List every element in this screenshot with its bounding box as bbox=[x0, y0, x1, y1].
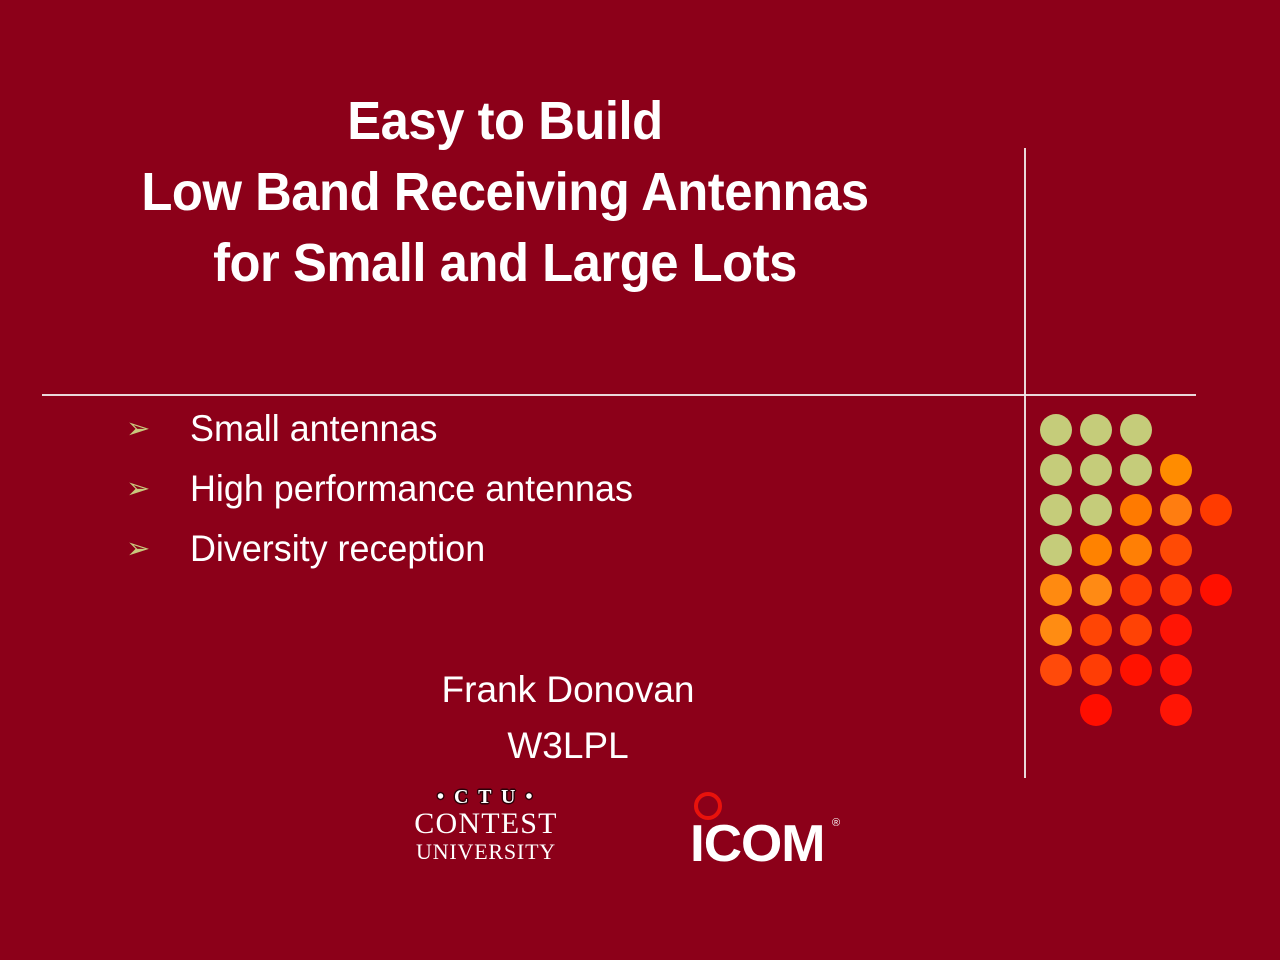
matrix-dot bbox=[1040, 414, 1072, 446]
arrow-bullet-icon: ➢ bbox=[126, 531, 151, 565]
matrix-dot bbox=[1120, 414, 1152, 446]
ctu-contest-word: CONTEST bbox=[414, 807, 558, 840]
ctu-university-word: UNIVERSITY bbox=[416, 839, 556, 864]
matrix-dot bbox=[1160, 494, 1192, 526]
horizontal-divider bbox=[42, 394, 1196, 396]
matrix-dot bbox=[1040, 654, 1072, 686]
matrix-dot bbox=[1160, 454, 1192, 486]
registered-trademark-icon: ® bbox=[832, 817, 841, 829]
arrow-bullet-icon: ➢ bbox=[126, 411, 151, 445]
title-line-1: Easy to Build bbox=[347, 91, 663, 151]
matrix-dot bbox=[1080, 494, 1112, 526]
matrix-dot bbox=[1160, 534, 1192, 566]
matrix-dot bbox=[1040, 534, 1072, 566]
matrix-dot bbox=[1120, 494, 1152, 526]
matrix-dot bbox=[1200, 494, 1232, 526]
matrix-dot bbox=[1080, 654, 1112, 686]
matrix-dot bbox=[1160, 654, 1192, 686]
vertical-divider bbox=[1024, 148, 1026, 778]
icom-ring-icon bbox=[694, 792, 722, 820]
matrix-dot bbox=[1040, 614, 1072, 646]
icom-logo: ICOM ® bbox=[690, 792, 850, 872]
matrix-dot bbox=[1040, 494, 1072, 526]
matrix-dot bbox=[1040, 454, 1072, 486]
matrix-dot bbox=[1120, 574, 1152, 606]
title-line-3: for Small and Large Lots bbox=[213, 233, 797, 293]
matrix-dot bbox=[1120, 654, 1152, 686]
list-item: ➢ High performance antennas bbox=[126, 470, 966, 530]
slide-title: Easy to Build Low Band Receiving Antenna… bbox=[30, 86, 979, 299]
title-line-2: Low Band Receiving Antennas bbox=[141, 162, 869, 222]
matrix-dot bbox=[1080, 574, 1112, 606]
matrix-dot bbox=[1120, 534, 1152, 566]
matrix-dot bbox=[1080, 694, 1112, 726]
bullet-list: ➢ Small antennas ➢ High performance ante… bbox=[126, 410, 966, 590]
ctu-monogram: • C T U • bbox=[436, 786, 535, 808]
matrix-dot bbox=[1080, 454, 1112, 486]
author-callsign: W3LPL bbox=[507, 725, 629, 766]
matrix-dot bbox=[1160, 614, 1192, 646]
matrix-dot bbox=[1080, 414, 1112, 446]
author-name: Frank Donovan bbox=[441, 669, 695, 710]
list-item: ➢ Small antennas bbox=[126, 410, 966, 470]
matrix-dot bbox=[1080, 534, 1112, 566]
dot-matrix-graphic bbox=[1040, 414, 1256, 734]
matrix-dot bbox=[1160, 574, 1192, 606]
icom-wordmark: ICOM bbox=[690, 815, 825, 873]
contest-university-logo: • C T U • CONTEST UNIVERSITY bbox=[398, 786, 574, 864]
matrix-dot bbox=[1160, 694, 1192, 726]
matrix-dot bbox=[1120, 454, 1152, 486]
list-item-label: High performance antennas bbox=[190, 468, 633, 509]
list-item-label: Diversity reception bbox=[190, 528, 486, 569]
matrix-dot bbox=[1080, 614, 1112, 646]
list-item-label: Small antennas bbox=[190, 408, 438, 449]
matrix-dot bbox=[1040, 574, 1072, 606]
arrow-bullet-icon: ➢ bbox=[126, 471, 151, 505]
matrix-dot bbox=[1200, 574, 1232, 606]
list-item: ➢ Diversity reception bbox=[126, 530, 966, 590]
author-block: Frank Donovan W3LPL bbox=[318, 662, 818, 774]
matrix-dot bbox=[1120, 614, 1152, 646]
